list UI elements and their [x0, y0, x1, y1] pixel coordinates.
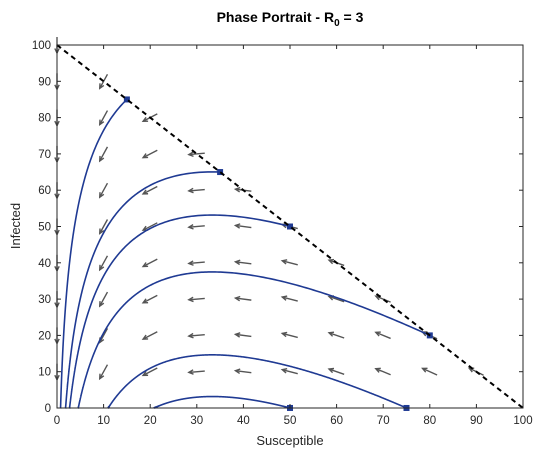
trajectory-line	[153, 395, 291, 409]
field-arrow	[98, 73, 109, 90]
field-arrow	[187, 224, 205, 230]
y-tick-label: 40	[38, 258, 51, 270]
trajectory-line	[107, 354, 408, 409]
field-arrow	[98, 255, 109, 272]
field-arrow	[374, 295, 391, 303]
y-tick-label: 70	[38, 149, 51, 161]
y-tick-label: 80	[38, 113, 51, 125]
y-tick-label: 50	[38, 222, 51, 234]
field-arrow	[98, 219, 109, 235]
x-tick-label: 60	[330, 415, 343, 427]
y-axis-ticks: 0 10 20 30 40 50 60 70 80 90 100	[32, 40, 523, 415]
field-arrow	[98, 291, 109, 308]
y-tick-label: 0	[45, 403, 51, 415]
field-arrow	[187, 369, 205, 375]
trajectory-line	[68, 214, 291, 409]
field-arrow	[187, 260, 205, 266]
chart-title: Phase Portrait - R0 = 3	[217, 9, 364, 29]
title-main: Phase Portrait - R	[217, 9, 334, 25]
field-arrow	[233, 223, 252, 229]
trajectory-line	[64, 171, 221, 409]
field-arrow	[327, 367, 345, 375]
field-arrow	[98, 146, 109, 163]
x-tick-label: 90	[470, 415, 483, 427]
trajectory-start-marker	[217, 169, 224, 176]
title-tail: = 3	[340, 9, 364, 25]
field-arrow	[374, 367, 391, 376]
x-tick-label: 20	[144, 415, 157, 427]
field-arrow	[233, 332, 252, 338]
field-arrow	[98, 182, 109, 199]
trajectory-start-marker	[123, 96, 130, 103]
field-arrow	[280, 331, 298, 339]
y-tick-label: 100	[32, 40, 51, 52]
field-arrow	[187, 296, 205, 303]
field-arrow	[327, 331, 345, 339]
field-arrow	[98, 328, 109, 344]
field-arrow	[421, 367, 438, 376]
field-arrow	[280, 368, 298, 375]
x-axis-ticks: 0 10 20 30 40 50 60 70 80 90 100	[54, 45, 533, 427]
x-tick-label: 80	[423, 415, 436, 427]
field-arrow	[98, 364, 109, 381]
field-arrow	[187, 187, 205, 194]
field-arrow	[187, 332, 205, 339]
trajectories	[59, 96, 433, 411]
field-arrow	[233, 295, 252, 302]
x-tick-label: 100	[513, 415, 532, 427]
x-tick-label: 10	[97, 415, 110, 427]
y-tick-label: 30	[38, 294, 51, 306]
field-arrow	[98, 110, 109, 127]
x-tick-label: 70	[377, 415, 390, 427]
field-arrow	[141, 185, 158, 195]
y-axis-label: Infected	[8, 203, 23, 249]
field-arrow	[374, 331, 391, 340]
title-subscript: 0	[334, 18, 340, 29]
y-tick-label: 60	[38, 185, 51, 197]
field-arrow	[141, 367, 158, 377]
y-tick-label: 90	[38, 76, 51, 88]
x-tick-label: 40	[237, 415, 250, 427]
field-arrow	[141, 294, 158, 304]
x-tick-label: 0	[54, 415, 60, 427]
y-tick-label: 20	[38, 330, 51, 342]
field-arrow	[233, 259, 252, 266]
trajectory-line	[59, 98, 128, 409]
x-tick-label: 30	[190, 415, 203, 427]
field-arrow	[280, 295, 298, 302]
field-arrow	[187, 151, 205, 158]
field-arrow	[141, 331, 158, 340]
x-axis-label: Susceptible	[256, 433, 323, 448]
field-arrow	[141, 258, 158, 268]
field-arrow	[233, 368, 252, 374]
trajectory-line	[77, 271, 431, 409]
field-arrow	[280, 259, 298, 266]
field-arrow	[141, 149, 158, 159]
trajectory-start-marker	[287, 223, 293, 230]
y-tick-label: 10	[38, 367, 51, 379]
x-tick-label: 50	[284, 415, 297, 427]
